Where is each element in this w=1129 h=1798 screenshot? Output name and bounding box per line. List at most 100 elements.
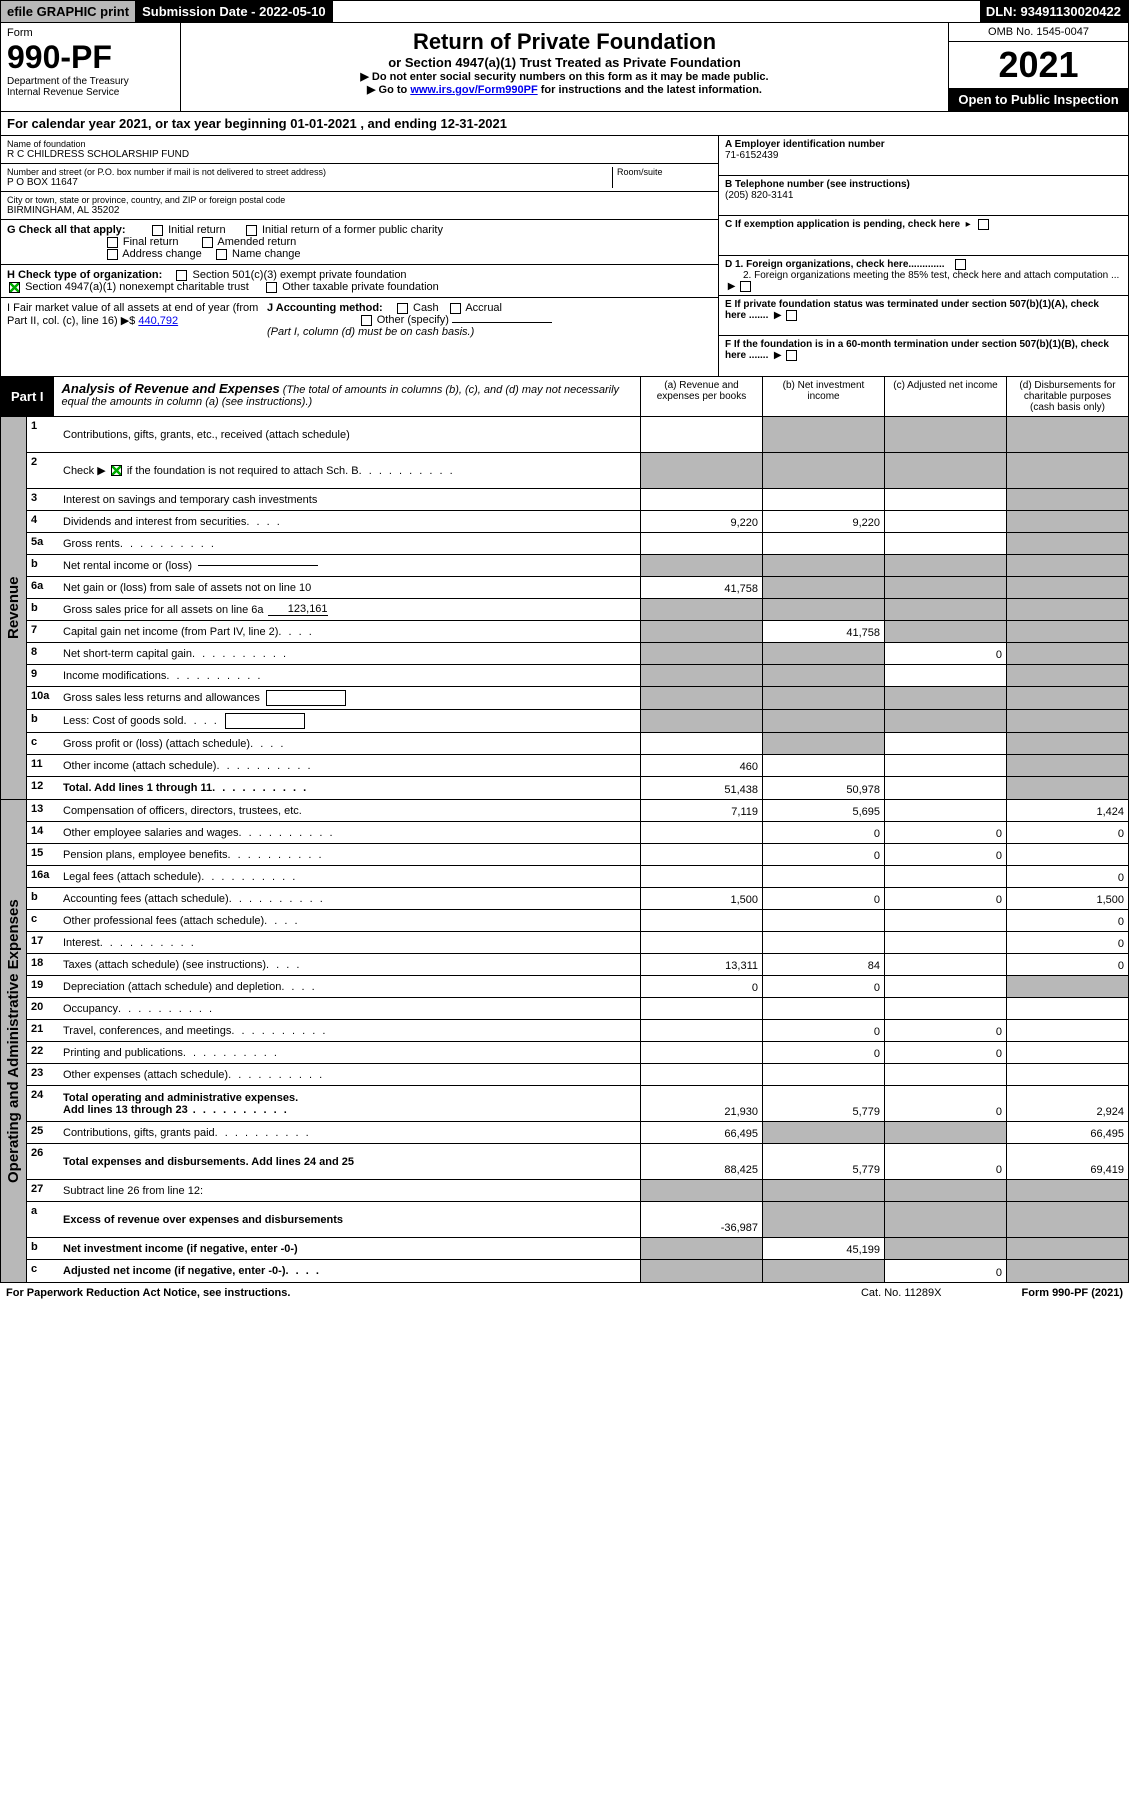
- address: P O BOX 11647: [7, 177, 612, 188]
- section-c-label: C If exemption application is pending, c…: [725, 219, 960, 230]
- section-d2: 2. Foreign organizations meeting the 85%…: [743, 270, 1119, 281]
- footer-right: Form 990-PF (2021): [1022, 1287, 1124, 1299]
- dept-label: Department of the TreasuryInternal Reven…: [7, 76, 174, 98]
- line-9: Income modifications: [61, 665, 640, 686]
- status-terminated-checkbox[interactable]: [786, 310, 797, 321]
- name-change-checkbox[interactable]: [216, 249, 227, 260]
- initial-former-checkbox[interactable]: [246, 225, 257, 236]
- section-j: J Accounting method: Cash Accrual Other …: [267, 302, 712, 338]
- line-16c: Other professional fees (attach schedule…: [61, 910, 640, 931]
- 501c3-checkbox[interactable]: [176, 270, 187, 281]
- section-h: H Check type of organization: Section 50…: [1, 265, 718, 298]
- expenses-section: Operating and Administrative Expenses 13…: [0, 800, 1129, 1283]
- line-18: Taxes (attach schedule) (see instruction…: [61, 954, 640, 975]
- revenue-label: Revenue: [1, 417, 27, 799]
- line-10a: Gross sales less returns and allowances: [61, 687, 640, 709]
- line-24: Total operating and administrative expen…: [61, 1086, 640, 1121]
- line-27c: Adjusted net income (if negative, enter …: [61, 1260, 640, 1282]
- ein-value: 71-6152439: [725, 150, 778, 161]
- tax-year: 2021: [949, 42, 1128, 88]
- col-c-header: (c) Adjusted net income: [884, 377, 1006, 416]
- calendar-year-line: For calendar year 2021, or tax year begi…: [0, 112, 1129, 136]
- foreign-org-checkbox[interactable]: [955, 259, 966, 270]
- line-16b: Accounting fees (attach schedule): [61, 888, 640, 909]
- line-27b: Net investment income (if negative, ente…: [61, 1238, 640, 1259]
- submission-date: Submission Date - 2022-05-10: [136, 1, 333, 22]
- instr-1: ▶ Do not enter social security numbers o…: [187, 70, 942, 83]
- page-footer: For Paperwork Reduction Act Notice, see …: [0, 1283, 1129, 1303]
- line-3: Interest on savings and temporary cash i…: [61, 489, 640, 510]
- line-5b: Net rental income or (loss): [61, 555, 640, 576]
- section-f: F If the foundation is in a 60-month ter…: [725, 339, 1109, 361]
- 4947a1-checkbox[interactable]: [9, 282, 20, 293]
- phone-label: B Telephone number (see instructions): [725, 179, 910, 190]
- line-20: Occupancy: [61, 998, 640, 1019]
- section-e: E If private foundation status was termi…: [725, 299, 1099, 321]
- line-10b: Less: Cost of goods sold: [61, 710, 640, 732]
- line-7: Capital gain net income (from Part IV, l…: [61, 621, 640, 642]
- room-label: Room/suite: [617, 167, 712, 177]
- line-2: Check ▶ if the foundation is not require…: [61, 453, 640, 488]
- form-label: Form: [7, 27, 174, 39]
- part1-header: Part I Analysis of Revenue and Expenses …: [0, 377, 1129, 417]
- form-title: Return of Private Foundation: [187, 29, 942, 55]
- section-d1: D 1. Foreign organizations, check here..…: [725, 259, 945, 270]
- exemption-pending-checkbox[interactable]: [978, 219, 989, 230]
- ein-label: A Employer identification number: [725, 139, 885, 150]
- irs-link[interactable]: www.irs.gov/Form990PF: [410, 84, 537, 96]
- line-8: Net short-term capital gain: [61, 643, 640, 664]
- expenses-label: Operating and Administrative Expenses: [1, 800, 27, 1282]
- line-4: Dividends and interest from securities: [61, 511, 640, 532]
- accrual-checkbox[interactable]: [450, 303, 461, 314]
- fmv-link[interactable]: 440,792: [138, 315, 178, 327]
- footer-mid: Cat. No. 11289X: [861, 1287, 942, 1299]
- line-27: Subtract line 26 from line 12:: [61, 1180, 640, 1201]
- schb-checkbox[interactable]: [111, 465, 122, 476]
- initial-return-checkbox[interactable]: [152, 225, 163, 236]
- line-11: Other income (attach schedule): [61, 755, 640, 776]
- footer-left: For Paperwork Reduction Act Notice, see …: [6, 1287, 290, 1299]
- instr-2: ▶ Go to www.irs.gov/Form990PF for instru…: [187, 83, 942, 96]
- form-header: Form 990-PF Department of the TreasuryIn…: [0, 23, 1129, 112]
- line-27a: Excess of revenue over expenses and disb…: [61, 1202, 640, 1237]
- line-15: Pension plans, employee benefits: [61, 844, 640, 865]
- 60month-checkbox[interactable]: [786, 350, 797, 361]
- line-25: Contributions, gifts, grants paid: [61, 1122, 640, 1143]
- address-change-checkbox[interactable]: [107, 249, 118, 260]
- line-16a: Legal fees (attach schedule): [61, 866, 640, 887]
- line-12: Total. Add lines 1 through 11: [61, 777, 640, 799]
- line-13: Compensation of officers, directors, tru…: [61, 800, 640, 821]
- final-return-checkbox[interactable]: [107, 237, 118, 248]
- dln: DLN: 93491130020422: [980, 1, 1128, 22]
- col-b-header: (b) Net investment income: [762, 377, 884, 416]
- other-taxable-checkbox[interactable]: [266, 282, 277, 293]
- part1-tag: Part I: [1, 377, 54, 416]
- topbar: efile GRAPHIC print Submission Date - 20…: [0, 0, 1129, 23]
- section-g: G Check all that apply: Initial return I…: [1, 220, 718, 265]
- line-22: Printing and publications: [61, 1042, 640, 1063]
- city-state-zip: BIRMINGHAM, AL 35202: [7, 205, 712, 216]
- cash-checkbox[interactable]: [397, 303, 408, 314]
- omb-number: OMB No. 1545-0047: [949, 23, 1128, 42]
- phone-value: (205) 820-3141: [725, 190, 793, 201]
- foundation-name: R C CHILDRESS SCHOLARSHIP FUND: [7, 149, 712, 160]
- entity-info: Name of foundation R C CHILDRESS SCHOLAR…: [0, 136, 1129, 377]
- amended-return-checkbox[interactable]: [202, 237, 213, 248]
- form-number: 990-PF: [7, 39, 174, 76]
- line-10c: Gross profit or (loss) (attach schedule): [61, 733, 640, 754]
- efile-button[interactable]: efile GRAPHIC print: [1, 1, 136, 22]
- line-14: Other employee salaries and wages: [61, 822, 640, 843]
- revenue-section: Revenue 1Contributions, gifts, grants, e…: [0, 417, 1129, 800]
- line-5a: Gross rents: [61, 533, 640, 554]
- name-label: Name of foundation: [7, 139, 712, 149]
- foreign-85-checkbox[interactable]: [740, 281, 751, 292]
- city-label: City or town, state or province, country…: [7, 195, 712, 205]
- line-6a: Net gain or (loss) from sale of assets n…: [61, 577, 640, 598]
- open-public-badge: Open to Public Inspection: [949, 88, 1128, 111]
- line-21: Travel, conferences, and meetings: [61, 1020, 640, 1041]
- other-method-checkbox[interactable]: [361, 315, 372, 326]
- line-6b: Gross sales price for all assets on line…: [61, 599, 640, 620]
- line-17: Interest: [61, 932, 640, 953]
- line-26: Total expenses and disbursements. Add li…: [61, 1144, 640, 1179]
- section-i: I Fair market value of all assets at end…: [7, 302, 267, 338]
